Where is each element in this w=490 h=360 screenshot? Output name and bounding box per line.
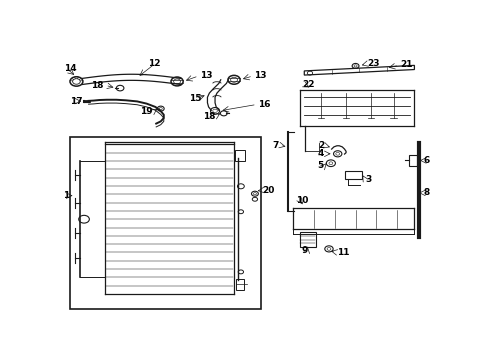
Text: 22: 22 <box>302 80 315 89</box>
Bar <box>70 138 261 309</box>
Bar <box>235 150 245 161</box>
Text: 20: 20 <box>262 186 274 195</box>
Text: 15: 15 <box>189 94 201 103</box>
Text: 18: 18 <box>202 112 215 121</box>
Bar <box>345 171 363 179</box>
Text: 14: 14 <box>64 64 77 73</box>
Text: 16: 16 <box>258 100 270 109</box>
Text: 3: 3 <box>365 175 371 184</box>
Bar <box>300 232 316 247</box>
Text: 10: 10 <box>296 196 308 205</box>
Text: 17: 17 <box>70 96 82 105</box>
Text: 21: 21 <box>400 60 413 69</box>
Text: 13: 13 <box>200 71 212 80</box>
Text: 6: 6 <box>424 156 430 165</box>
Text: 4: 4 <box>318 149 324 158</box>
Text: 8: 8 <box>424 188 430 197</box>
Bar <box>236 279 245 290</box>
Text: 1: 1 <box>63 191 70 200</box>
Text: 19: 19 <box>140 107 152 116</box>
Text: 13: 13 <box>254 71 267 80</box>
Text: 18: 18 <box>91 81 104 90</box>
Text: 7: 7 <box>272 141 278 150</box>
Text: 12: 12 <box>148 59 161 68</box>
Text: 9: 9 <box>302 246 308 255</box>
Bar <box>410 155 417 166</box>
Text: 2: 2 <box>318 141 324 150</box>
Text: 5: 5 <box>317 162 323 171</box>
Text: 23: 23 <box>367 59 379 68</box>
Text: 11: 11 <box>337 248 349 257</box>
